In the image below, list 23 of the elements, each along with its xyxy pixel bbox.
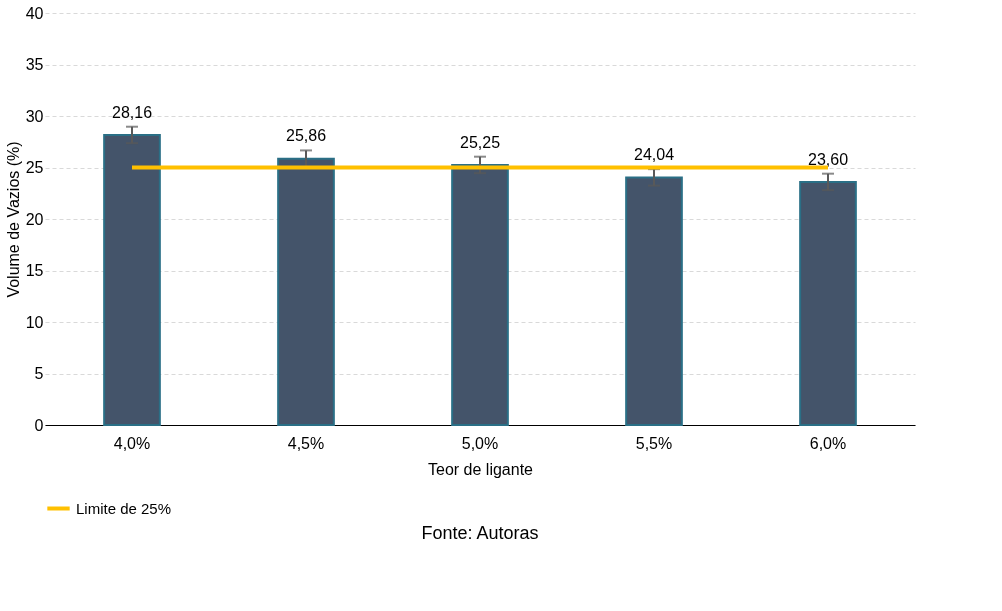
y-tick-label: 15 xyxy=(25,262,44,279)
legend-label: Limite de 25% xyxy=(76,499,172,517)
data-label: 25,86 xyxy=(285,127,327,145)
x-tick-label: 4,0% xyxy=(113,434,151,452)
y-axis-title: Volume de Vazios (%) xyxy=(4,141,22,298)
x-tick-label: 4,5% xyxy=(287,434,325,452)
data-label: 28,16 xyxy=(111,103,153,121)
y-tick-label: 30 xyxy=(25,107,44,125)
data-label: 25,25 xyxy=(459,133,501,151)
data-label: 24,04 xyxy=(633,146,675,164)
x-axis-title: Teor de ligante xyxy=(428,460,534,478)
data-label: 23,60 xyxy=(807,150,849,168)
x-tick-label: 5,0% xyxy=(461,434,499,452)
source-note: Fonte: Autoras xyxy=(421,523,539,543)
y-tick-label: 35 xyxy=(25,56,44,73)
x-tick-label: 6,0% xyxy=(809,434,847,452)
y-tick-label: 0 xyxy=(34,416,44,434)
y-tick-label: 5 xyxy=(34,365,44,382)
y-tick-label: 20 xyxy=(25,210,44,228)
y-tick-label: 10 xyxy=(25,313,44,331)
y-tick-label: 40 xyxy=(25,4,44,22)
x-tick-label: 5,5% xyxy=(635,434,673,452)
y-tick-label: 25 xyxy=(25,159,44,176)
